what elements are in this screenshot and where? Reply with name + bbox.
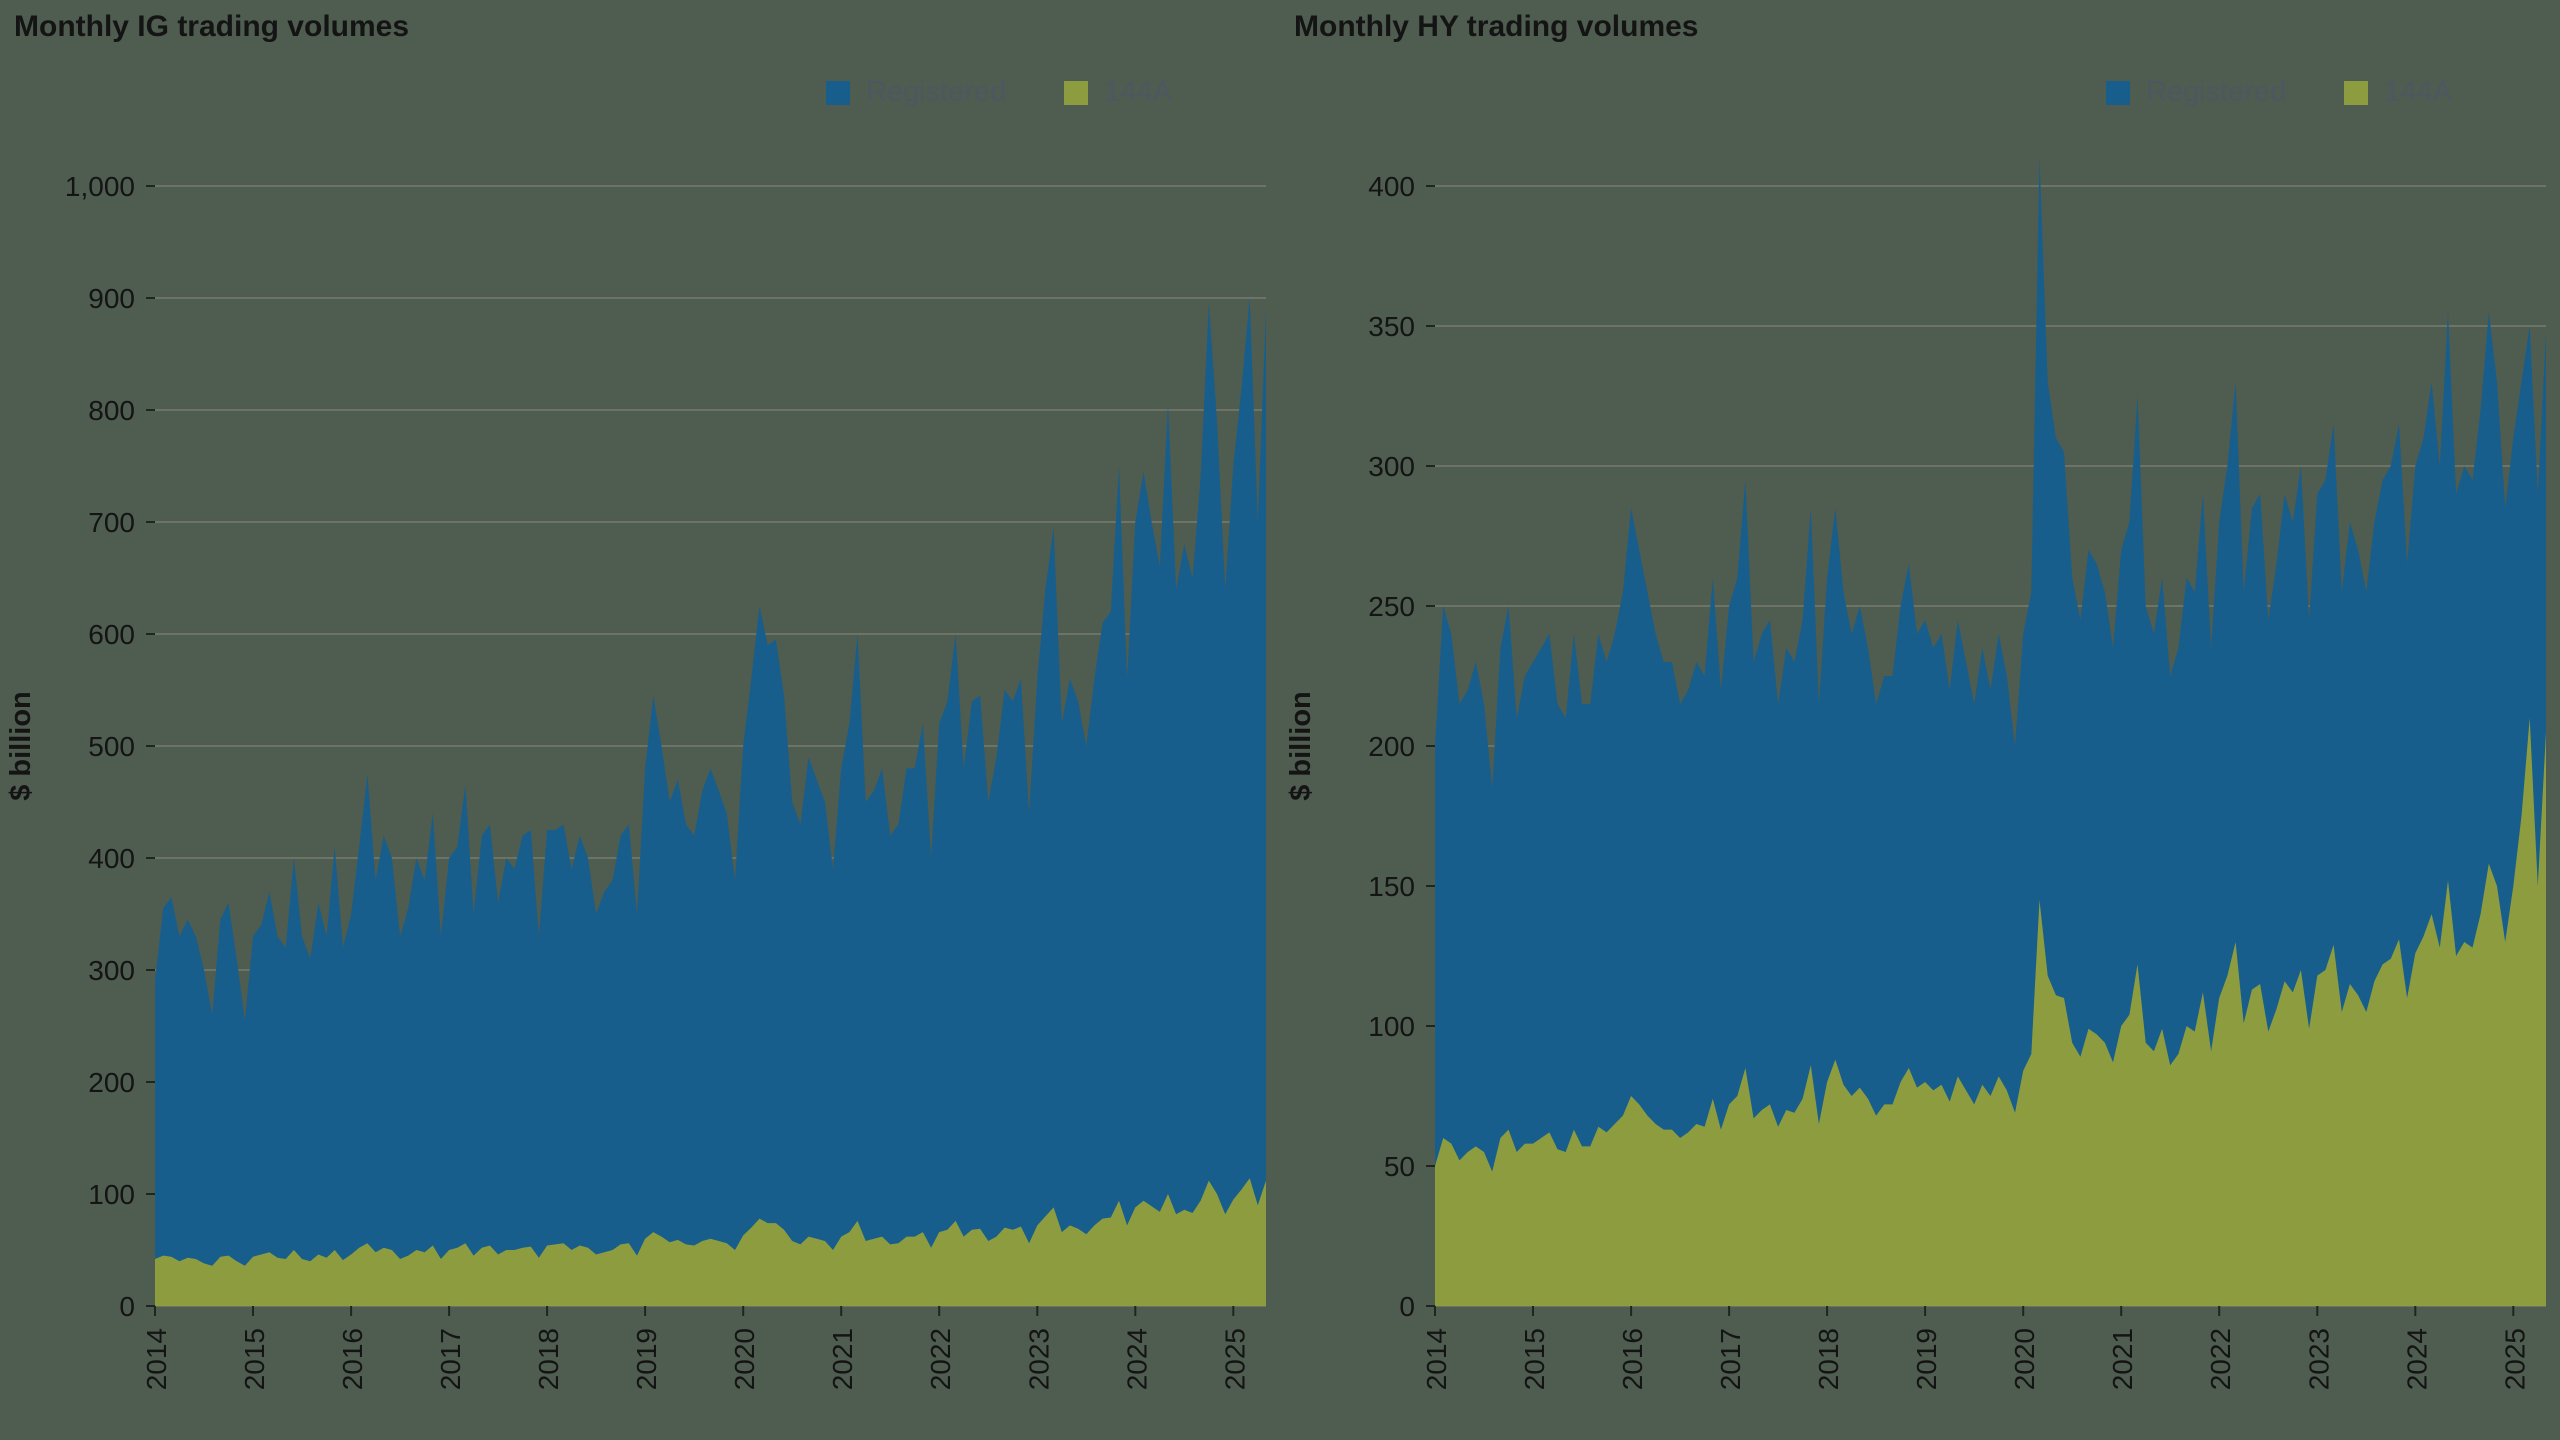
hy-chart-svg: 0 50 100 150 200 250 300 350 400 2014 2015 2016 2017…: [1285, 158, 2546, 1390]
svg-text:2015: 2015: [239, 1328, 270, 1390]
ig-chart-legend: Registered 144A: [826, 76, 1172, 109]
svg-text:600: 600: [88, 619, 135, 650]
svg-text:500: 500: [88, 731, 135, 762]
legend-item-144a: 144A: [2344, 76, 2452, 109]
legend-item-144a: 144A: [1064, 76, 1172, 109]
svg-text:250: 250: [1368, 591, 1415, 622]
svg-text:700: 700: [88, 507, 135, 538]
svg-text:0: 0: [1399, 1291, 1415, 1322]
svg-text:2020: 2020: [729, 1328, 760, 1390]
svg-text:2022: 2022: [925, 1328, 956, 1390]
hy-chart-legend: Registered 144A: [2106, 76, 2452, 109]
svg-text:100: 100: [1368, 1011, 1415, 1042]
svg-text:2024: 2024: [2401, 1328, 2432, 1390]
svg-text:150: 150: [1368, 871, 1415, 902]
ig-chart-title: Monthly IG trading volumes: [14, 10, 410, 43]
svg-text:2023: 2023: [1023, 1328, 1054, 1390]
registered-swatch-icon: [826, 80, 851, 105]
legend-label-144a: 144A: [1104, 76, 1172, 108]
svg-text:350: 350: [1368, 311, 1415, 342]
svg-text:2022: 2022: [2205, 1328, 2236, 1390]
svg-text:2025: 2025: [2499, 1328, 2530, 1390]
svg-text:200: 200: [1368, 731, 1415, 762]
svg-text:$ billion: $ billion: [5, 691, 37, 801]
svg-text:2014: 2014: [1421, 1328, 1452, 1390]
svg-text:2017: 2017: [1715, 1328, 1746, 1390]
svg-text:400: 400: [88, 843, 135, 874]
svg-text:100: 100: [88, 1179, 135, 1210]
ig-chart-panel: Monthly IG trading volumes Registered 14…: [5, 10, 1266, 1390]
registered-swatch-icon: [2106, 80, 2131, 105]
svg-text:2023: 2023: [2303, 1328, 2334, 1390]
svg-text:800: 800: [88, 395, 135, 426]
144a-swatch-icon: [2344, 80, 2369, 105]
svg-text:400: 400: [1368, 171, 1415, 202]
svg-text:2018: 2018: [1813, 1328, 1844, 1390]
svg-text:200: 200: [88, 1067, 135, 1098]
svg-text:2020: 2020: [2009, 1328, 2040, 1390]
legend-label-registered: Registered: [866, 76, 1007, 108]
svg-text:2021: 2021: [827, 1328, 858, 1390]
legend-label-registered: Registered: [2146, 76, 2287, 108]
svg-text:2017: 2017: [435, 1328, 466, 1390]
svg-text:2019: 2019: [631, 1328, 662, 1390]
svg-text:$ billion: $ billion: [1285, 691, 1317, 801]
hy-chart-title: Monthly HY trading volumes: [1294, 10, 1699, 43]
legend-label-144a: 144A: [2384, 76, 2452, 108]
svg-text:300: 300: [1368, 451, 1415, 482]
svg-text:2019: 2019: [1911, 1328, 1942, 1390]
svg-text:1,000: 1,000: [65, 171, 135, 202]
svg-text:300: 300: [88, 955, 135, 986]
legend-item-registered: Registered: [2106, 76, 2286, 109]
svg-text:900: 900: [88, 283, 135, 314]
svg-text:2015: 2015: [1519, 1328, 1550, 1390]
svg-text:2014: 2014: [141, 1328, 172, 1390]
svg-text:0: 0: [119, 1291, 135, 1322]
svg-text:50: 50: [1384, 1151, 1415, 1182]
hy-chart-panel: Monthly HY trading volumes Registered 14…: [1280, 0, 2560, 1440]
svg-text:2024: 2024: [1121, 1328, 1152, 1390]
svg-text:2016: 2016: [1617, 1328, 1648, 1390]
svg-text:2021: 2021: [2107, 1328, 2138, 1390]
144a-swatch-icon: [1064, 80, 1089, 105]
svg-text:2025: 2025: [1219, 1328, 1250, 1390]
svg-text:2016: 2016: [337, 1328, 368, 1390]
legend-item-registered: Registered: [826, 76, 1006, 109]
ig-chart-svg: 0 100 200 300 400 500 600 700 800 900 1,000 2014 201…: [5, 171, 1266, 1390]
svg-text:2018: 2018: [533, 1328, 564, 1390]
